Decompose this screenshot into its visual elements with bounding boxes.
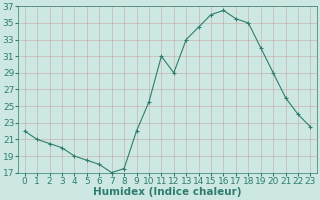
X-axis label: Humidex (Indice chaleur): Humidex (Indice chaleur): [93, 187, 242, 197]
